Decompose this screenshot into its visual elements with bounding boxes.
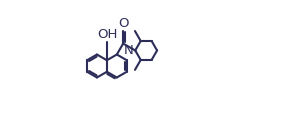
Text: N: N [124, 44, 134, 57]
Text: O: O [119, 17, 129, 30]
Text: OH: OH [97, 28, 118, 41]
